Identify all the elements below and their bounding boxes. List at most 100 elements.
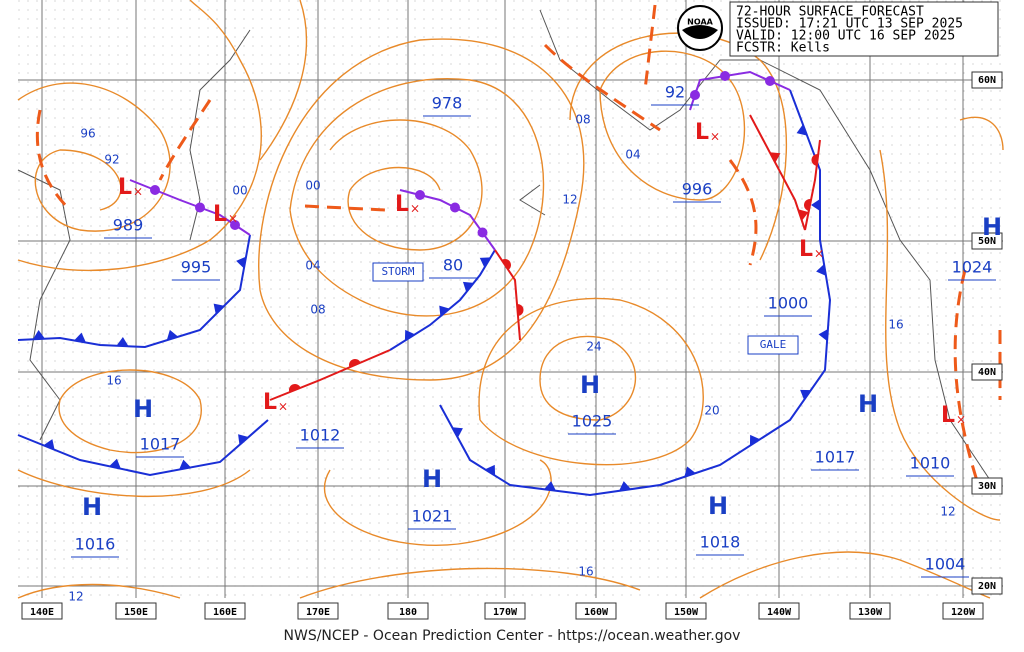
isobar bbox=[879, 149, 1001, 521]
header-line: 72-HOUR SURFACE FORECAST bbox=[736, 5, 924, 20]
isobar-label: 12 bbox=[940, 505, 955, 519]
occluded-front-symbol bbox=[720, 71, 730, 81]
pressure-value: 995 bbox=[181, 258, 212, 277]
isobar bbox=[959, 116, 1004, 151]
cold-front-barb bbox=[811, 199, 820, 211]
trough bbox=[728, 159, 758, 266]
map-background bbox=[18, 0, 1003, 598]
pressure-value: 1017 bbox=[815, 448, 856, 467]
cold-front-barb bbox=[484, 464, 496, 476]
longitude-label-box bbox=[115, 602, 157, 620]
warm-front bbox=[494, 249, 521, 341]
low-pressure-symbol: L bbox=[799, 237, 813, 262]
high-pressure-symbol: H bbox=[982, 213, 1002, 241]
occluded-front-symbol bbox=[450, 202, 460, 213]
occluded-front-symbol bbox=[765, 76, 775, 86]
longitude-label-box bbox=[575, 602, 617, 620]
cold-front-barb bbox=[798, 209, 809, 221]
occluded-front-symbol bbox=[230, 220, 240, 230]
warning-label: GALE bbox=[760, 338, 787, 351]
header-box bbox=[729, 1, 999, 57]
isobar-label: 16 bbox=[888, 318, 903, 332]
longitude-label-box bbox=[297, 602, 339, 620]
high-pressure-symbol: H bbox=[422, 465, 442, 493]
cold-front-barb bbox=[179, 459, 191, 470]
cold-front-barb bbox=[236, 256, 247, 269]
cold-front-barb bbox=[74, 332, 86, 343]
high-pressure-symbol: H bbox=[708, 492, 728, 520]
isobar bbox=[17, 583, 181, 599]
longitude-label: 140W bbox=[767, 607, 792, 618]
trough bbox=[643, 4, 657, 91]
cold-front-barb bbox=[33, 330, 45, 340]
cold-front-barb bbox=[166, 329, 179, 341]
cold-front-barb bbox=[544, 481, 556, 491]
high-pressure-symbol: H bbox=[858, 390, 878, 418]
longitude-label: 120W bbox=[951, 607, 976, 618]
warm-front bbox=[269, 349, 391, 401]
longitude-label-box bbox=[484, 602, 526, 620]
longitude-label-box bbox=[849, 602, 891, 620]
isobar bbox=[17, 0, 262, 272]
isobar bbox=[699, 551, 991, 599]
noaa-bird bbox=[682, 25, 718, 39]
low-center-mark: × bbox=[278, 400, 288, 414]
pressure-value: 1025 bbox=[572, 412, 613, 431]
longitude-label: 170E bbox=[306, 607, 330, 618]
low-center-mark: × bbox=[710, 130, 720, 144]
low-pressure-symbol: L bbox=[213, 202, 227, 227]
pressure-value: 1016 bbox=[75, 535, 116, 554]
pressure-value: 1012 bbox=[300, 426, 341, 445]
isobar bbox=[259, 0, 308, 161]
cold-front-barb bbox=[816, 264, 826, 276]
occluded-front-symbol bbox=[415, 190, 425, 200]
occluded-front-symbol bbox=[690, 90, 700, 100]
isobar bbox=[539, 335, 637, 421]
latitude-label: 60N bbox=[978, 75, 996, 86]
longitude-label: 140E bbox=[30, 607, 54, 618]
longitude-label: 150E bbox=[124, 607, 148, 618]
longitude-label-box bbox=[387, 602, 429, 620]
occluded-front-symbol bbox=[195, 202, 205, 213]
cold-front-barb bbox=[619, 481, 631, 491]
latitude-label-box bbox=[971, 477, 1003, 495]
high-pressure-symbol: H bbox=[133, 395, 153, 423]
longitude-label: 170W bbox=[493, 607, 518, 618]
isobar-label: 00 bbox=[232, 184, 247, 198]
cold-front bbox=[17, 234, 251, 349]
pressure-value: 1021 bbox=[412, 507, 453, 526]
cold-front bbox=[17, 419, 269, 477]
cold-front-barb bbox=[479, 257, 491, 268]
header-line: ISSUED: 17:21 UTC 13 SEP 2025 bbox=[736, 17, 963, 32]
isobar bbox=[329, 119, 483, 251]
trough bbox=[543, 43, 661, 132]
isobar-label: 20 bbox=[704, 404, 719, 418]
latitude-label-box bbox=[971, 363, 1003, 381]
low-center-mark: × bbox=[133, 185, 143, 199]
high-pressure-symbol: H bbox=[580, 371, 600, 399]
cold-front-barb bbox=[684, 466, 696, 477]
low-center-mark: × bbox=[956, 413, 966, 427]
trough bbox=[35, 109, 72, 212]
longitude-label: 160E bbox=[213, 607, 237, 618]
isobar-label: 04 bbox=[625, 148, 640, 162]
warm-front-bump bbox=[517, 304, 524, 316]
warm-front-bump bbox=[811, 154, 819, 166]
pressure-value: 92 bbox=[665, 83, 685, 102]
isobar bbox=[17, 82, 171, 232]
isobar bbox=[478, 297, 704, 466]
longitude-label-box bbox=[665, 602, 707, 620]
warm-front-bump bbox=[804, 199, 812, 211]
pressure-value: 996 bbox=[682, 180, 713, 199]
isobar-label: 12 bbox=[562, 193, 577, 207]
cold-front bbox=[749, 114, 806, 231]
cold-front-barb bbox=[452, 427, 463, 438]
noaa-logo-text: NOAA bbox=[687, 18, 713, 27]
isobar-label: 92 bbox=[104, 153, 119, 167]
cold-front-barb bbox=[43, 439, 55, 450]
isobar-label: 00 bbox=[305, 179, 320, 193]
latitude-label: 30N bbox=[978, 481, 996, 492]
occluded-front-symbol bbox=[150, 185, 160, 195]
header-line: VALID: 12:00 UTC 16 SEP 2025 bbox=[736, 29, 955, 44]
